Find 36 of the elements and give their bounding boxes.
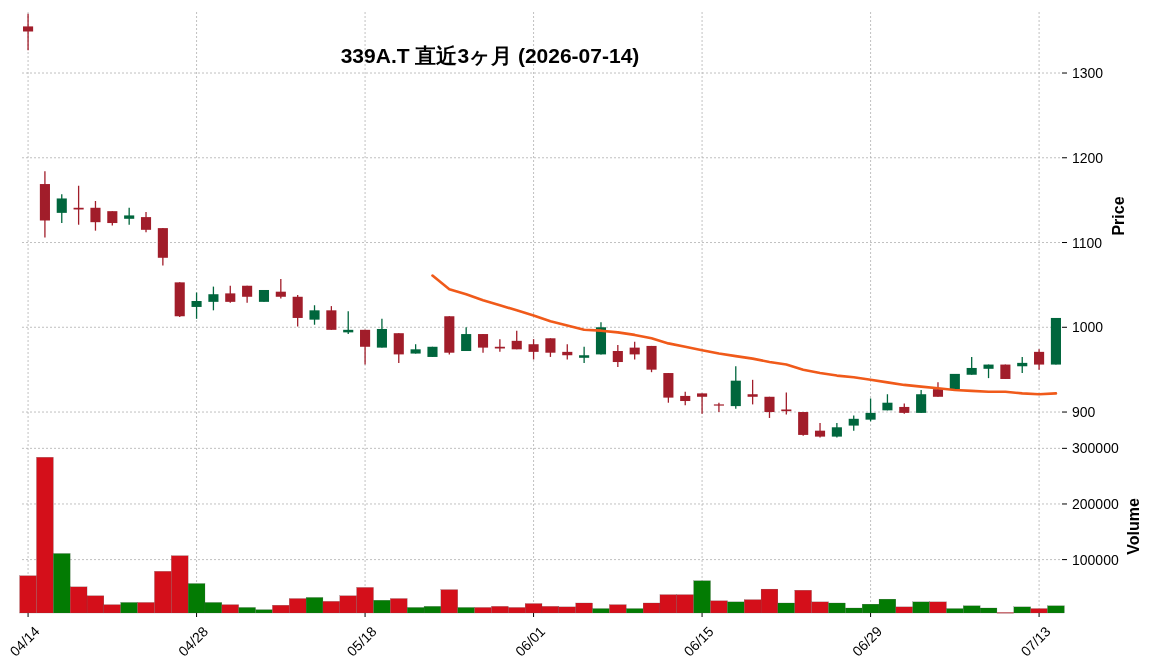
ytick: 200000: [1072, 495, 1119, 512]
candlestick: [360, 329, 371, 366]
candlestick: [140, 211, 152, 234]
candlestick: [393, 332, 404, 364]
ylabel: Volume: [1125, 498, 1142, 555]
candlestick: [528, 338, 539, 361]
candlestick: [376, 318, 387, 349]
ylabel: Price: [1110, 196, 1127, 236]
candlestick: [191, 291, 202, 320]
candlestick: [56, 193, 67, 224]
ytick: 900: [1072, 404, 1096, 421]
ytick: 300000: [1072, 440, 1119, 457]
candlestick: [713, 402, 724, 413]
candlestick: [747, 379, 758, 406]
candlestick: [916, 389, 927, 414]
candlestick: [208, 285, 219, 311]
candlestick: [1034, 348, 1045, 371]
ytick: 1100: [1072, 234, 1103, 251]
candlestick: [865, 397, 876, 422]
candlestick: [292, 294, 303, 328]
candlestick: [326, 305, 337, 331]
ytick: 1000: [1072, 319, 1104, 336]
candlestick: [697, 392, 708, 415]
candlestick: [23, 13, 34, 51]
ytick: 100000: [1072, 551, 1119, 568]
ytick: 1300: [1072, 65, 1104, 81]
ytick: 1200: [1072, 149, 1104, 166]
candlestick: [90, 200, 101, 232]
candlestick: [309, 304, 320, 326]
candlestick: [579, 346, 590, 364]
candlestick: [545, 337, 556, 358]
title: 339A.T 直近3ヶ月 (2026-07-14): [340, 44, 640, 67]
candlestick: [612, 344, 623, 368]
candlestick: [477, 333, 489, 354]
candlestick: [781, 391, 792, 416]
candlestick: [275, 278, 286, 300]
